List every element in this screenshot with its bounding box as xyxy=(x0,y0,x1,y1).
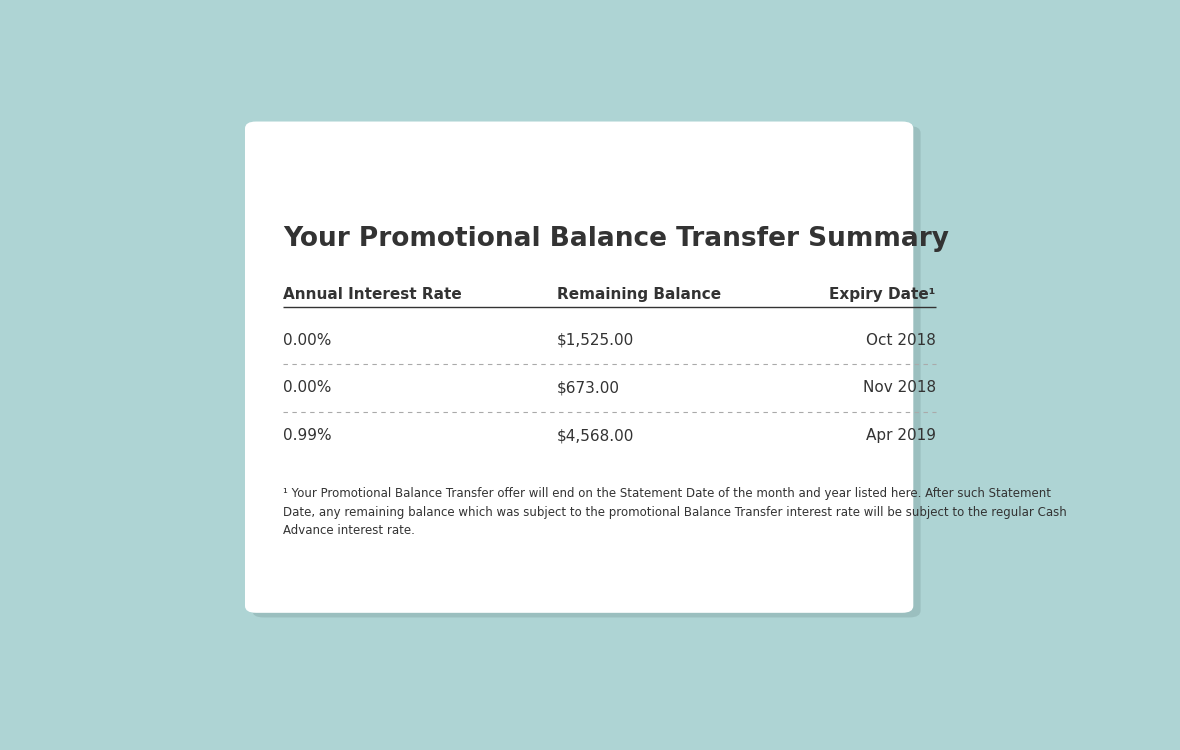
Text: Remaining Balance: Remaining Balance xyxy=(557,287,721,302)
Text: $673.00: $673.00 xyxy=(557,380,621,395)
Text: 0.99%: 0.99% xyxy=(283,428,332,443)
FancyBboxPatch shape xyxy=(245,122,913,613)
Text: 0.00%: 0.00% xyxy=(283,332,332,347)
Text: $1,525.00: $1,525.00 xyxy=(557,332,635,347)
Text: ¹ Your Promotional Balance Transfer offer will end on the Statement Date of the : ¹ Your Promotional Balance Transfer offe… xyxy=(283,488,1067,537)
Text: Nov 2018: Nov 2018 xyxy=(863,380,936,395)
Text: 0.00%: 0.00% xyxy=(283,380,332,395)
Text: $4,568.00: $4,568.00 xyxy=(557,428,635,443)
FancyBboxPatch shape xyxy=(253,126,920,617)
Text: Oct 2018: Oct 2018 xyxy=(866,332,936,347)
Text: Annual Interest Rate: Annual Interest Rate xyxy=(283,287,461,302)
Text: Expiry Date¹: Expiry Date¹ xyxy=(830,287,936,302)
Text: Apr 2019: Apr 2019 xyxy=(866,428,936,443)
Text: Your Promotional Balance Transfer Summary: Your Promotional Balance Transfer Summar… xyxy=(283,226,949,252)
